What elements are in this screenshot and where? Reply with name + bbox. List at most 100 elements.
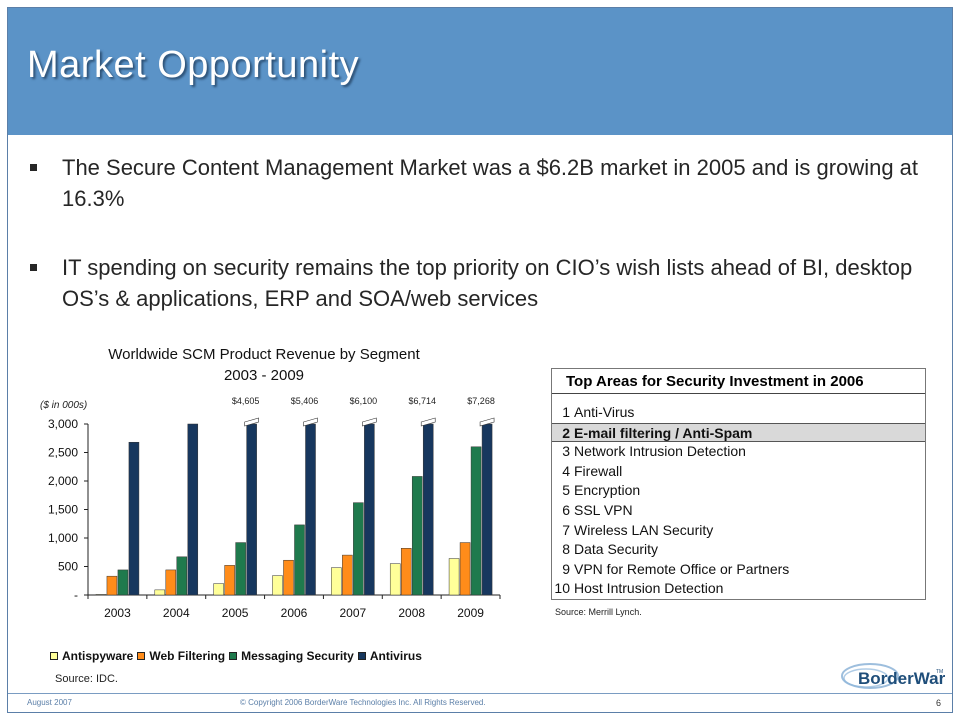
bullet-text: The Secure Content Management Market was… (62, 155, 919, 211)
footer-copyright: © Copyright 2006 BorderWare Technologies… (240, 698, 486, 707)
legend-label: Messaging Security (241, 649, 354, 663)
rank-number: 2 (562, 424, 570, 441)
rank-number: 3 (562, 443, 570, 460)
rank-label: Network Intrusion Detection (574, 443, 746, 460)
legend-label: Web Filtering (149, 649, 226, 663)
bullet-text: IT spending on security remains the top … (62, 255, 913, 311)
bullet-item: The Secure Content Management Market was… (28, 152, 928, 214)
table-row: 5 Encryption (552, 481, 925, 501)
legend-label: Antispyware (62, 649, 134, 663)
bar-web-filtering (459, 542, 471, 596)
bar-antivirus (246, 423, 257, 596)
rank-label: Data Security (574, 541, 659, 558)
rank-number: 9 (562, 560, 570, 577)
bar-messaging-security (294, 524, 305, 596)
chart-title: Worldwide SCM Product Revenue by Segment (108, 346, 420, 363)
antivirus-value-label: $4,605 (232, 396, 260, 406)
table-row: 1 Anti-Virus (552, 403, 925, 423)
x-tick-label: 2004 (163, 606, 190, 620)
bullet-square-icon (30, 164, 37, 171)
table-row: 6 SSL VPN (552, 501, 925, 521)
rank-label: Encryption (574, 482, 641, 499)
rank-number: 7 (562, 521, 570, 538)
rank-list: 1 Anti-Virus 2 E-mail filtering / Anti-Spam… (552, 403, 925, 599)
y-tick-label: 1,500 (48, 503, 78, 517)
rank-number: 10 (554, 580, 570, 597)
bullet-square-icon (30, 264, 37, 271)
axis-break-marker (479, 417, 495, 427)
table-title: Top Areas for Security Investment in 200… (552, 369, 925, 394)
antivirus-value-label: $7,268 (467, 396, 495, 406)
bar-web-filtering (283, 559, 294, 596)
rank-number: 6 (562, 501, 570, 518)
bar-messaging-security (411, 476, 423, 596)
bar-antivirus (422, 423, 434, 596)
x-tick-label: 2005 (222, 606, 249, 620)
rank-number: 5 (562, 482, 570, 499)
legend-item-antispyware: Antispyware (50, 649, 133, 663)
bar-antispyware (389, 563, 401, 596)
antivirus-value-label: $6,714 (408, 396, 436, 406)
axis-break-marker (362, 417, 377, 427)
table-row: 10 Host Intrusion Detection (552, 579, 925, 599)
rank-label: E-mail filtering / Anti-Spam (574, 424, 753, 441)
table-row: 3 Network Intrusion Detection (552, 442, 925, 462)
antivirus-value-label: $6,100 (350, 396, 378, 406)
title-banner (8, 8, 952, 135)
axis-break-marker (420, 417, 436, 427)
bar-messaging-security (176, 556, 188, 596)
logo-text: BorderWare (858, 669, 946, 688)
legend-item-antivirus: Antivirus (357, 649, 422, 663)
antivirus-value-label: $5,406 (291, 396, 319, 406)
rank-number: 4 (562, 462, 570, 479)
x-tick-label: 2007 (340, 606, 367, 620)
axis-break-marker (244, 417, 259, 427)
bar-web-filtering (224, 565, 235, 596)
bullet-item: IT spending on security remains the top … (28, 252, 928, 314)
bar-antispyware (213, 583, 224, 596)
x-tick-label: 2008 (398, 606, 425, 620)
bar-antispyware (272, 575, 283, 596)
bar-antivirus (305, 423, 316, 596)
legend-item-messaging-security: Messaging Security (229, 649, 354, 663)
legend-swatch (229, 652, 238, 660)
legend-swatch (137, 652, 146, 660)
bar-antispyware (331, 567, 342, 596)
legend-item-web-filtering: Web Filtering (137, 649, 225, 663)
borderware-logo: BorderWare TM (841, 663, 946, 689)
bullet-list: The Secure Content Management Market was… (28, 152, 928, 314)
bar-web-filtering (400, 548, 412, 596)
chart-y-label: ($ in 000s) (40, 400, 88, 411)
x-tick-label: 2003 (104, 606, 131, 620)
y-tick-label: 2,500 (48, 446, 78, 460)
x-tick-label: 2009 (457, 606, 484, 620)
footer-date: August 2007 (27, 698, 72, 707)
bar-antispyware (95, 594, 107, 596)
axis-break-marker (303, 417, 318, 427)
bar-antivirus (187, 423, 199, 596)
legend-swatch (357, 652, 366, 660)
security-investment-table (551, 368, 926, 600)
page-number: 6 (936, 698, 942, 708)
table-row: 4 Firewall (552, 462, 925, 482)
footer-divider (8, 693, 952, 694)
bar-web-filtering (106, 575, 118, 596)
table-row: 8 Data Security (552, 540, 925, 560)
table-row: 7 Wireless LAN Security (552, 521, 925, 541)
rank-number: 1 (562, 404, 570, 420)
rank-label: SSL VPN (574, 501, 633, 518)
y-tick-label: 2,000 (48, 474, 78, 488)
chart-title-block: Worldwide SCM Product Revenue by Segment… (84, 344, 444, 386)
bar-messaging-security (353, 502, 364, 596)
bar-antivirus (481, 423, 493, 596)
bar-antispyware (154, 589, 166, 596)
rank-label: Host Intrusion Detection (574, 580, 724, 597)
bar-messaging-security (235, 542, 246, 596)
y-tick-label: 3,000 (48, 417, 78, 431)
chart-legend: Antispyware Web Filtering Messaging Secu… (50, 649, 426, 663)
x-tick-label: 2006 (281, 606, 308, 620)
rank-label: Anti-Virus (574, 404, 635, 420)
rank-label: VPN for Remote Office or Partners (574, 560, 790, 577)
bar-web-filtering (342, 554, 353, 596)
